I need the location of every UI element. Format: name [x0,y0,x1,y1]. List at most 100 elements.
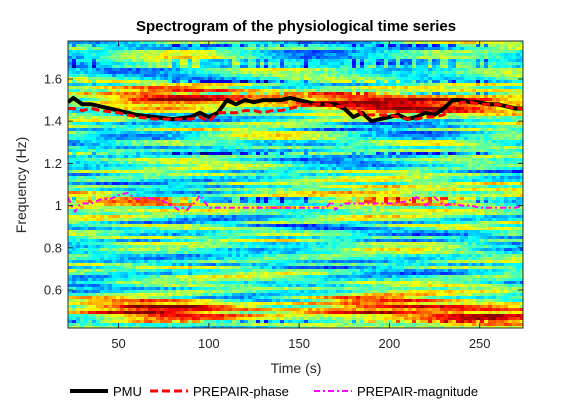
heatmap-cell [280,83,285,87]
heatmap-cell [476,89,481,93]
heatmap-cell [512,92,517,96]
heatmap-cell [440,155,445,159]
heatmap-cell [84,122,89,126]
heatmap-cell [280,41,285,45]
heatmap-cell [476,140,481,144]
heatmap-cell [180,125,185,129]
heatmap-cell [92,110,97,114]
heatmap-cell [424,71,429,75]
heatmap-cell [344,116,349,120]
heatmap-cell [84,68,89,72]
heatmap-cell [512,152,517,156]
heatmap-cell [128,116,133,120]
heatmap-cell [500,59,505,63]
heatmap-cell [376,149,381,153]
heatmap-cell [404,83,409,87]
heatmap-cell [432,98,437,102]
heatmap-cell [144,122,149,126]
heatmap-cell [500,158,505,162]
heatmap-cell [392,143,397,147]
heatmap-cell [140,80,145,84]
heatmap-cell [452,110,457,114]
heatmap-cell [456,131,461,135]
heatmap-cell [336,98,341,102]
heatmap-cell [164,50,169,54]
heatmap-cell [408,83,413,87]
heatmap-cell [500,50,505,54]
heatmap-cell [96,83,101,87]
heatmap-cell [404,134,409,138]
heatmap-cell [108,143,113,147]
heatmap-cell [164,131,169,135]
heatmap-cell [72,86,77,90]
heatmap-cell [96,116,101,120]
heatmap-cell [144,59,149,63]
heatmap-cell [104,122,109,126]
heatmap-cell [276,143,281,147]
heatmap-cell [412,140,417,144]
heatmap-cell [284,122,289,126]
heatmap-cell [300,116,305,120]
heatmap-cell [156,50,161,54]
heatmap-cell [264,80,269,84]
heatmap-cell [216,95,221,99]
heatmap-cell [324,59,329,63]
heatmap-cell [320,65,325,69]
heatmap-cell [420,80,425,84]
heatmap-cell [520,143,523,147]
heatmap-cell [172,47,177,51]
heatmap-cell [368,44,373,48]
heatmap-cell [220,164,225,168]
heatmap-cell [248,119,253,123]
heatmap-cell [184,131,189,135]
heatmap-cell [352,164,357,168]
heatmap-cell [172,50,177,54]
heatmap-cell [204,125,209,129]
heatmap-cell [308,107,313,111]
heatmap-cell [488,95,493,99]
heatmap-cell [468,68,473,72]
heatmap-cell [200,170,205,174]
heatmap-cell [100,71,105,75]
heatmap-cell [328,131,333,135]
heatmap-cell [188,71,193,75]
heatmap-cell [500,47,505,51]
heatmap-cell [112,59,117,63]
heatmap-cell [412,170,417,174]
heatmap-cell [136,74,141,78]
heatmap-cell [208,104,213,108]
heatmap-cell [264,143,269,147]
heatmap-cell [440,149,445,153]
heatmap-cell [300,62,305,66]
heatmap-cell [456,137,461,141]
heatmap-cell [352,146,357,150]
heatmap-cell [276,86,281,90]
heatmap-cell [180,146,185,150]
heatmap-cell [88,134,93,138]
heatmap-cell [400,77,405,81]
heatmap-cell [80,68,85,72]
heatmap-cell [484,62,489,66]
heatmap-cell [444,98,449,102]
heatmap-cell [420,161,425,165]
heatmap-cell [124,164,129,168]
heatmap-cell [352,155,357,159]
heatmap-cell [268,47,273,51]
heatmap-cell [144,155,149,159]
heatmap-cell [520,41,523,45]
heatmap-cell [464,77,469,81]
heatmap-cell [468,59,473,63]
heatmap-cell [160,152,165,156]
heatmap-cell [160,167,165,171]
heatmap-cell [304,119,309,123]
heatmap-cell [72,50,77,54]
heatmap-cell [312,65,317,69]
heatmap-cell [236,122,241,126]
heatmap-cell [312,113,317,117]
heatmap-cell [380,122,385,126]
heatmap-cell [276,131,281,135]
heatmap-cell [256,167,261,171]
heatmap-cell [344,122,349,126]
heatmap-cell [312,53,317,57]
heatmap-cell [208,164,213,168]
